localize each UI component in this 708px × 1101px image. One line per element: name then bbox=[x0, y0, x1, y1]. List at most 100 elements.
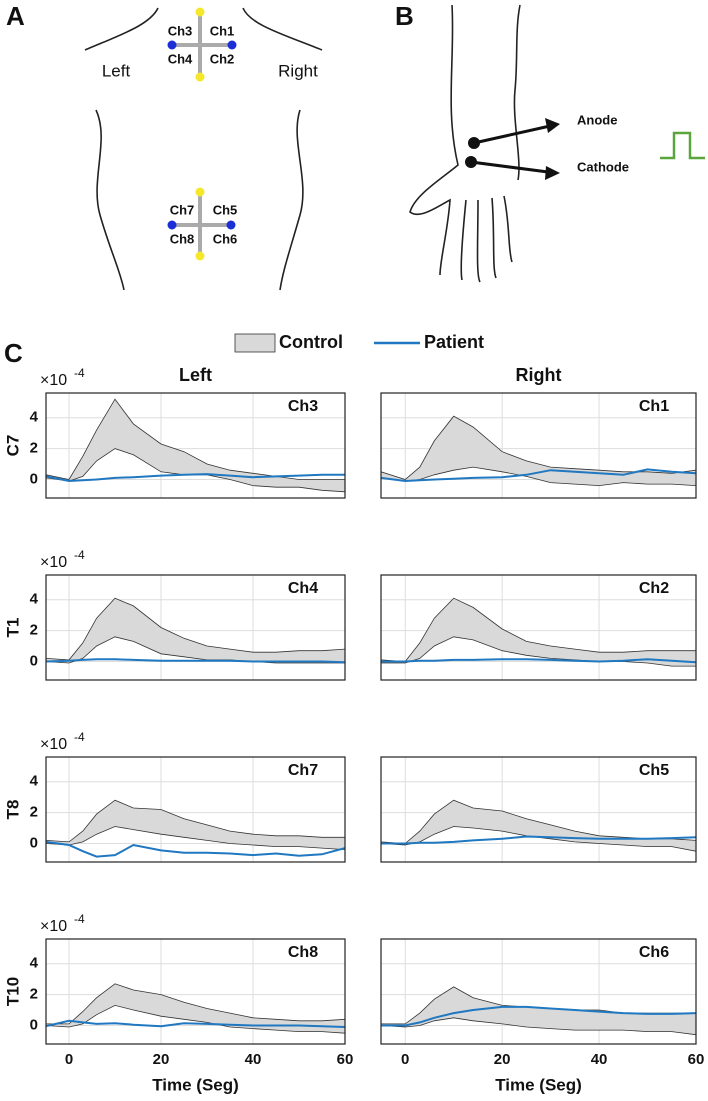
x-tick-label: 40 bbox=[245, 1051, 262, 1068]
y-tick-label: 4 bbox=[30, 773, 39, 790]
electrode-label: Ch3 bbox=[168, 23, 193, 38]
channel-label: Ch8 bbox=[288, 944, 318, 961]
y-tick-label: 0 bbox=[30, 470, 38, 487]
y-tick-label: 2 bbox=[30, 440, 38, 457]
electrode-label: Ch8 bbox=[170, 231, 195, 246]
control-upper bbox=[46, 597, 345, 661]
y-tick-label: 2 bbox=[30, 986, 38, 1003]
plot-area bbox=[381, 597, 696, 667]
arm-sketch bbox=[409, 4, 705, 283]
control-band bbox=[381, 598, 696, 667]
row-label: T8 bbox=[3, 800, 22, 820]
control-lower bbox=[46, 636, 345, 664]
control-upper bbox=[46, 983, 345, 1025]
column-title: Left bbox=[179, 365, 212, 385]
row-label: C7 bbox=[3, 435, 22, 457]
patient-line bbox=[381, 1005, 696, 1027]
x-tick-label: 20 bbox=[153, 1051, 170, 1068]
x-axis-label: Time (Seg) bbox=[495, 1075, 582, 1094]
channel-label: Ch5 bbox=[639, 762, 669, 779]
control-lower bbox=[381, 636, 696, 667]
x-tick-label: 40 bbox=[591, 1051, 608, 1068]
x-tick-label: 0 bbox=[65, 1051, 73, 1068]
axes-box bbox=[380, 392, 697, 499]
plot-area bbox=[46, 398, 345, 493]
torso-sketch bbox=[84, 7, 323, 291]
legend-label: Control bbox=[279, 332, 343, 352]
axes-box bbox=[380, 574, 697, 681]
axes-box bbox=[45, 756, 346, 863]
control-upper bbox=[46, 799, 345, 843]
axes-box bbox=[45, 392, 346, 499]
control-band bbox=[46, 800, 345, 850]
patient-line bbox=[46, 1019, 345, 1028]
y-tick-label: 0 bbox=[30, 834, 38, 851]
panel-letter: C bbox=[4, 338, 23, 368]
axes-box bbox=[45, 574, 346, 681]
control-lower bbox=[381, 466, 696, 487]
channel-label: Ch7 bbox=[288, 762, 318, 779]
channel-label: Ch2 bbox=[639, 580, 669, 597]
control-band bbox=[46, 399, 345, 492]
control-upper bbox=[381, 597, 696, 662]
control-lower bbox=[381, 1017, 696, 1036]
row-label: T10 bbox=[3, 977, 22, 1006]
x-tick-label: 60 bbox=[337, 1051, 354, 1068]
electrode-label: Ch7 bbox=[170, 202, 195, 217]
x-tick-label: 60 bbox=[688, 1051, 705, 1068]
patient-line bbox=[46, 473, 345, 483]
y-exponent: -4 bbox=[74, 548, 85, 562]
y-tick-label: 0 bbox=[30, 652, 38, 669]
legend-label: Patient bbox=[424, 332, 484, 352]
plot-area bbox=[381, 986, 696, 1036]
y-multiplier: ×10 bbox=[40, 554, 67, 571]
side-label: Right bbox=[278, 61, 318, 80]
y-tick-label: 4 bbox=[30, 955, 39, 972]
plot-area bbox=[381, 415, 696, 487]
plot-area bbox=[381, 799, 696, 852]
axes-box bbox=[380, 938, 697, 1045]
panel-letter: A bbox=[6, 1, 25, 31]
control-lower bbox=[46, 826, 345, 850]
electrode-label: Ch2 bbox=[210, 51, 235, 66]
electrode-label: Cathode bbox=[577, 159, 629, 174]
side-label: Left bbox=[102, 61, 131, 80]
y-exponent: -4 bbox=[74, 366, 85, 380]
control-lower bbox=[46, 1004, 345, 1034]
plot-area bbox=[46, 799, 345, 858]
patient-line bbox=[381, 468, 696, 483]
control-band bbox=[46, 983, 345, 1034]
y-multiplier: ×10 bbox=[40, 736, 67, 753]
control-band bbox=[381, 986, 696, 1035]
patient-line bbox=[381, 835, 696, 845]
channel-label: Ch6 bbox=[639, 944, 669, 961]
patient-line bbox=[381, 658, 696, 664]
control-upper bbox=[46, 398, 345, 480]
panel-letter: B bbox=[395, 1, 414, 31]
y-exponent: -4 bbox=[74, 730, 85, 744]
legend-swatch bbox=[234, 333, 276, 353]
patient-line bbox=[46, 840, 345, 858]
electrode-label: Anode bbox=[577, 112, 617, 127]
axes-box bbox=[45, 938, 346, 1045]
plot-area bbox=[46, 983, 345, 1034]
channel-label: Ch3 bbox=[288, 398, 318, 415]
electrode-label: Ch4 bbox=[168, 51, 193, 66]
y-multiplier: ×10 bbox=[40, 918, 67, 935]
control-band bbox=[381, 416, 696, 486]
axes-box bbox=[380, 756, 697, 863]
x-axis-label: Time (Seg) bbox=[152, 1075, 239, 1094]
plot-area bbox=[46, 597, 345, 664]
patient-line bbox=[46, 658, 345, 664]
x-tick-label: 0 bbox=[401, 1051, 409, 1068]
channel-label: Ch4 bbox=[288, 580, 318, 597]
column-title: Right bbox=[516, 365, 562, 385]
y-tick-label: 4 bbox=[30, 409, 39, 426]
y-tick-label: 0 bbox=[30, 1016, 38, 1033]
control-band bbox=[46, 598, 345, 663]
channel-label: Ch1 bbox=[639, 398, 669, 415]
x-tick-label: 20 bbox=[494, 1051, 511, 1068]
y-tick-label: 2 bbox=[30, 622, 38, 639]
y-multiplier: ×10 bbox=[40, 372, 67, 389]
y-tick-label: 4 bbox=[30, 591, 39, 608]
